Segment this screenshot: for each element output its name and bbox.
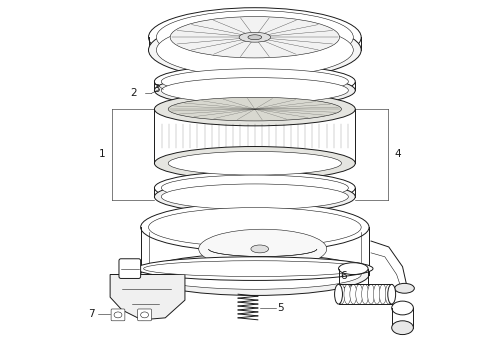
Ellipse shape bbox=[394, 283, 415, 293]
Ellipse shape bbox=[154, 93, 355, 126]
Ellipse shape bbox=[161, 78, 348, 103]
Ellipse shape bbox=[168, 152, 342, 175]
Ellipse shape bbox=[154, 180, 355, 213]
Ellipse shape bbox=[137, 257, 373, 280]
Ellipse shape bbox=[388, 284, 395, 304]
FancyBboxPatch shape bbox=[111, 309, 125, 321]
Ellipse shape bbox=[251, 245, 269, 253]
Ellipse shape bbox=[339, 263, 368, 275]
Ellipse shape bbox=[144, 261, 366, 276]
Ellipse shape bbox=[141, 312, 148, 318]
Ellipse shape bbox=[356, 284, 363, 304]
Ellipse shape bbox=[248, 35, 262, 40]
Ellipse shape bbox=[335, 284, 343, 304]
Ellipse shape bbox=[373, 284, 380, 304]
Ellipse shape bbox=[344, 284, 351, 304]
Ellipse shape bbox=[141, 203, 369, 252]
Ellipse shape bbox=[338, 284, 345, 304]
Ellipse shape bbox=[368, 284, 374, 304]
Ellipse shape bbox=[168, 97, 342, 121]
FancyBboxPatch shape bbox=[119, 259, 141, 278]
Text: 7: 7 bbox=[88, 309, 95, 319]
Ellipse shape bbox=[385, 284, 392, 304]
Ellipse shape bbox=[379, 284, 386, 304]
Ellipse shape bbox=[350, 284, 357, 304]
Text: 1: 1 bbox=[99, 149, 105, 159]
Ellipse shape bbox=[156, 23, 353, 77]
Ellipse shape bbox=[148, 208, 361, 247]
Ellipse shape bbox=[362, 284, 368, 304]
Text: 6: 6 bbox=[340, 270, 347, 280]
Text: 3: 3 bbox=[153, 84, 160, 94]
Ellipse shape bbox=[148, 260, 361, 289]
Ellipse shape bbox=[154, 171, 355, 204]
Ellipse shape bbox=[156, 11, 353, 64]
Ellipse shape bbox=[114, 312, 122, 318]
Ellipse shape bbox=[239, 32, 270, 42]
FancyBboxPatch shape bbox=[138, 309, 151, 321]
Ellipse shape bbox=[161, 184, 348, 210]
Polygon shape bbox=[110, 275, 185, 320]
Ellipse shape bbox=[148, 8, 361, 67]
Ellipse shape bbox=[154, 147, 355, 180]
Ellipse shape bbox=[148, 21, 361, 80]
Ellipse shape bbox=[199, 229, 327, 269]
Text: 2: 2 bbox=[130, 88, 137, 98]
Ellipse shape bbox=[161, 175, 348, 201]
Ellipse shape bbox=[392, 321, 414, 334]
Ellipse shape bbox=[141, 253, 369, 296]
Ellipse shape bbox=[161, 69, 348, 94]
Ellipse shape bbox=[154, 65, 355, 98]
Ellipse shape bbox=[154, 74, 355, 107]
Ellipse shape bbox=[392, 301, 414, 315]
Text: 5: 5 bbox=[277, 303, 284, 313]
Ellipse shape bbox=[170, 17, 340, 58]
Text: 4: 4 bbox=[394, 149, 401, 159]
